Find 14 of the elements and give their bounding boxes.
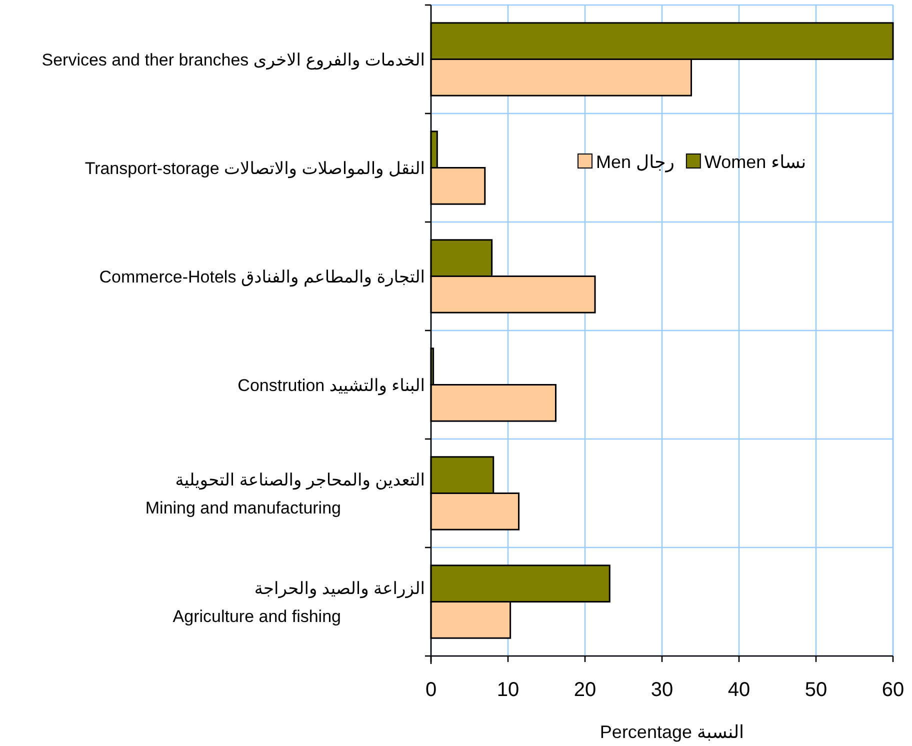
x-tick-label: 40 <box>728 679 750 701</box>
x-axis-title: Percentage النسبة <box>600 722 744 742</box>
legend-label: Women نساء <box>704 152 806 172</box>
y-tick-label: Transport-storage النقل والمواصلات والاتصالات <box>84 158 425 179</box>
x-tick-label: 10 <box>496 679 520 701</box>
x-tick-label: 60 <box>882 679 904 701</box>
x-tick-label: 50 <box>804 679 828 701</box>
y-tick-label: Constrution البناء والتشييد <box>238 376 425 396</box>
x-tick-label: 20 <box>574 679 596 701</box>
x-tick-label: 0 <box>425 679 437 701</box>
y-tick-label: Services and ther branches الخدمات والفروع الاخرى <box>42 50 425 70</box>
x-tick-label: 30 <box>650 679 674 701</box>
legend-label: Men رجال <box>596 152 674 173</box>
y-tick-label: Commerce-Hotels التجارة والمطاعم والفنادق <box>99 267 425 288</box>
